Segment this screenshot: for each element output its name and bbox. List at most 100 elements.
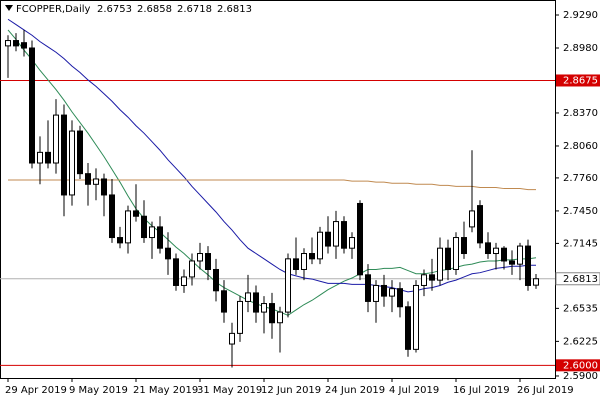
candle-body — [421, 274, 427, 286]
candle-body — [45, 151, 51, 164]
y-tick-label: 2.5900 — [563, 371, 598, 382]
candle-body — [501, 247, 507, 262]
candle-body — [61, 114, 67, 196]
candle-body — [85, 173, 91, 185]
candle-body — [29, 47, 35, 164]
candle-body — [453, 237, 459, 270]
candle-body — [301, 253, 307, 270]
candle-body — [389, 288, 395, 297]
candle-body — [373, 284, 379, 302]
candle-body — [13, 40, 19, 47]
candle-body — [477, 205, 483, 244]
current-price-bg — [555, 272, 600, 286]
candle-body — [469, 210, 475, 228]
candle-body — [445, 247, 451, 270]
candle-body — [133, 210, 139, 217]
candle-body — [117, 237, 123, 244]
level-label-bg — [556, 359, 600, 372]
candle-body — [533, 278, 539, 286]
candle-body — [93, 178, 99, 185]
candle-body — [525, 245, 531, 286]
candle-body — [181, 276, 187, 286]
candle-body — [213, 268, 219, 292]
y-tick-label: 2.6535 — [563, 303, 598, 314]
candle-body — [37, 151, 43, 164]
moving-average — [7, 18, 536, 293]
candle-body — [333, 221, 339, 247]
x-tick-label: 29 Apr 2019 — [5, 385, 67, 396]
y-tick-label: 2.9290 — [563, 10, 598, 21]
x-tick-label: 31 May 2019 — [197, 385, 262, 396]
candle-body — [493, 247, 499, 255]
candle-body — [141, 215, 147, 239]
candle-body — [413, 284, 419, 350]
candle-body — [365, 274, 371, 302]
candle-body — [237, 300, 243, 334]
candle-body — [53, 114, 59, 164]
header-high: 2.6858 — [137, 4, 172, 15]
x-tick-label: 12 Jun 2019 — [261, 385, 321, 396]
candle-body — [21, 42, 27, 49]
menu-triangle — [5, 5, 13, 11]
x-tick-label: 9 May 2019 — [69, 385, 128, 396]
x-tick-label: 21 May 2019 — [133, 385, 198, 396]
candle-body — [197, 253, 203, 262]
header-close: 2.6813 — [217, 4, 252, 15]
candle-body — [285, 258, 291, 313]
candle-body — [341, 221, 347, 249]
y-tick-label: 2.8980 — [563, 43, 598, 54]
candle-body — [157, 226, 163, 249]
candle-body — [317, 231, 323, 260]
candle-body — [325, 231, 331, 247]
candle-body — [221, 290, 227, 313]
y-tick-label: 2.7760 — [563, 173, 598, 184]
level-label: 2.8675 — [563, 75, 598, 86]
candle-body — [5, 40, 11, 47]
candle-body — [261, 303, 267, 313]
candle-body — [125, 210, 131, 244]
candle-body — [229, 332, 235, 345]
x-tick-label: 24 Jun 2019 — [325, 385, 385, 396]
y-tick-label: 2.7145 — [563, 238, 598, 249]
candle-body — [405, 306, 411, 350]
candle-body — [149, 226, 155, 239]
candle-body — [461, 237, 467, 255]
candle-body — [245, 292, 251, 302]
candle-body — [101, 178, 107, 196]
header-low: 2.6718 — [177, 4, 212, 15]
candle-body — [349, 237, 355, 249]
symbol-title: FCOPPER,Daily — [16, 4, 90, 15]
x-tick-label: 16 Jul 2019 — [453, 385, 510, 396]
candle-body — [109, 194, 115, 239]
y-tick-label: 2.7450 — [563, 206, 598, 217]
candle-body — [357, 202, 363, 276]
plot-frame — [0, 0, 556, 379]
y-tick-label: 2.8370 — [563, 108, 598, 119]
candle-body — [277, 311, 283, 324]
candle-body — [205, 253, 211, 270]
candle-body — [269, 303, 275, 324]
candle-body — [189, 260, 195, 278]
y-tick-label: 2.6225 — [563, 336, 598, 347]
candle-body — [485, 242, 491, 255]
candle-body — [165, 247, 171, 260]
candle-body — [173, 258, 179, 286]
level-label-bg — [556, 74, 600, 87]
candle-body — [293, 258, 299, 270]
candle-body — [381, 284, 387, 297]
candle-body — [253, 292, 259, 313]
x-tick-label: 4 Jul 2019 — [389, 385, 439, 396]
candle-body — [437, 247, 443, 281]
candle-body — [77, 130, 83, 175]
y-tick-label: 2.8060 — [563, 141, 598, 152]
candle-body — [429, 274, 435, 281]
candle-body — [69, 130, 75, 196]
candle-body — [309, 253, 315, 260]
candle-body — [509, 260, 515, 265]
current-price-label: 2.6813 — [563, 274, 598, 285]
level-label: 2.6000 — [563, 360, 598, 371]
x-tick-label: 26 Jul 2019 — [517, 385, 574, 396]
